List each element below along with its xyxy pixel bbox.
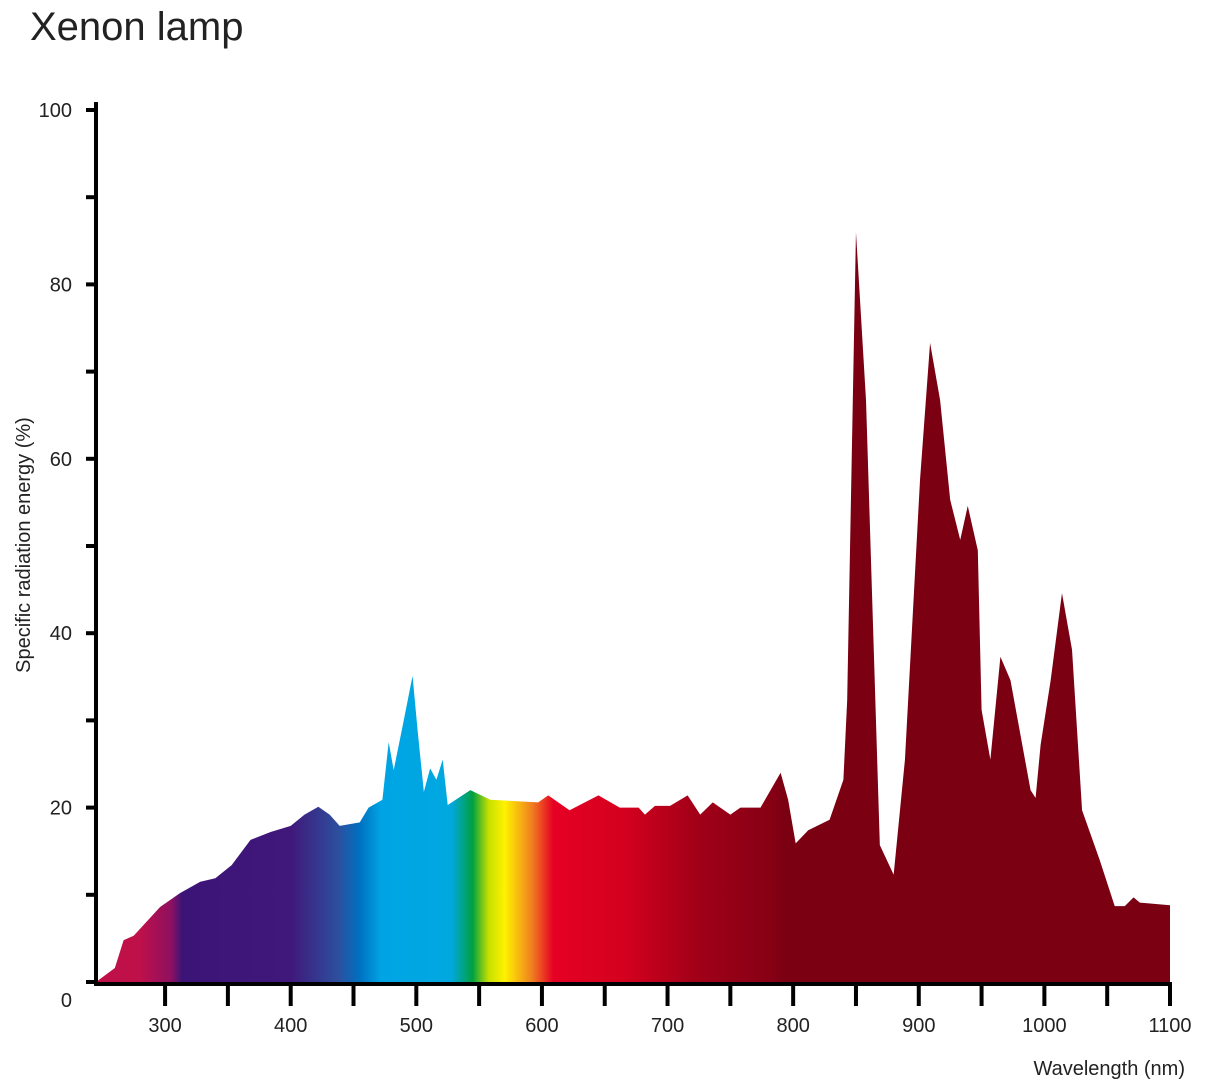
y-axis-title: Specific radiation energy (%) <box>13 417 35 673</box>
y-tick-label: 80 <box>50 274 72 296</box>
chart-title: Xenon lamp <box>30 5 243 49</box>
x-tick-label: 800 <box>776 1015 809 1037</box>
x-tick-label: 500 <box>400 1015 433 1037</box>
x-tick-label: 700 <box>651 1015 684 1037</box>
x-tick-label: 900 <box>902 1015 935 1037</box>
y-tick-label: 40 <box>50 623 72 645</box>
y-tick-label: 20 <box>50 798 72 820</box>
y-tick-label: 100 <box>39 100 72 122</box>
x-tick-label: 1100 <box>1148 1015 1191 1037</box>
x-tick-label: 1000 <box>1022 1015 1067 1037</box>
x-tick-label: 400 <box>274 1015 307 1037</box>
y-tick-label: 0 <box>61 990 72 1012</box>
y-tick-label: 60 <box>50 449 72 471</box>
spectrum-area <box>96 232 1170 982</box>
x-tick-label: 600 <box>525 1015 558 1037</box>
x-axis-title: Wavelength (nm) <box>1033 1058 1185 1080</box>
x-tick-label: 300 <box>148 1015 181 1037</box>
